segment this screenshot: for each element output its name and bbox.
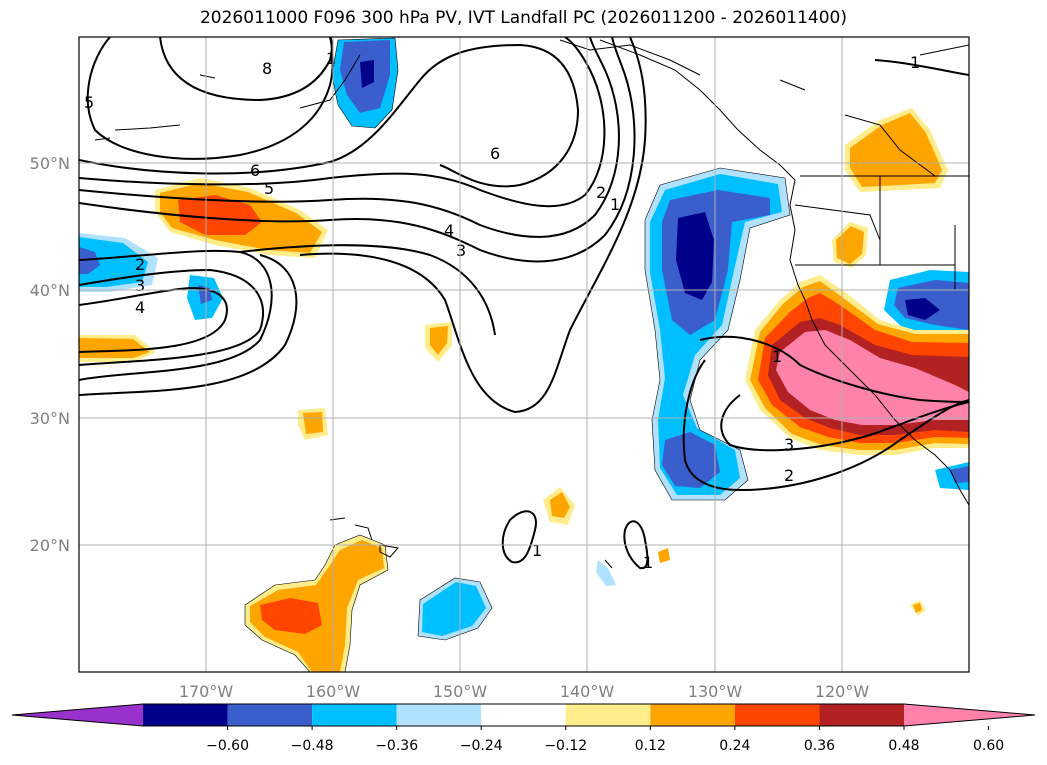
lat-label-30n: 30°N <box>30 409 70 428</box>
contour-5 <box>79 37 606 208</box>
shade-neg-alaska-core <box>360 60 374 88</box>
shade-pos-spot-162w-inner <box>303 412 323 434</box>
colorbar-segment <box>143 704 228 726</box>
contour-label: 3 <box>135 276 145 295</box>
colorbar-tick-label: −0.48 <box>291 738 334 754</box>
contour-1-south-b <box>623 520 649 570</box>
contour-labels: 8 5 6 5 6 4 3 2 1 1 2 3 4 1 3 2 1 1 1 <box>84 49 920 572</box>
lon-label-120w: 120°W <box>815 682 870 701</box>
colorbar-segment <box>650 704 735 726</box>
coastlines <box>94 39 969 569</box>
shade-pos-ca-pink <box>776 330 969 425</box>
shade-neg-nevada-core <box>905 298 940 320</box>
colorbar-tick-label: 0.24 <box>719 738 750 754</box>
shade-pos-west-edge <box>79 338 150 358</box>
lon-label-170w: 170°W <box>179 682 234 701</box>
shade-pos-spot-113w-inner <box>913 603 922 613</box>
lon-label-140w: 140°W <box>560 682 615 701</box>
colorbar-segment <box>396 704 482 726</box>
colorbar-tick-label: −0.12 <box>544 738 587 754</box>
lon-label-130w: 130°W <box>688 682 743 701</box>
shade-pos-spot-152w-inner <box>430 326 448 355</box>
contour-label: 1 <box>643 553 653 572</box>
contour-label: 3 <box>784 435 794 454</box>
contour-label: 4 <box>135 298 145 317</box>
shaded-field <box>79 38 969 672</box>
plot-frame <box>78 36 970 673</box>
contour-label: 2 <box>135 255 145 274</box>
contour-1 <box>79 37 647 414</box>
colorbar-segment <box>227 704 313 726</box>
colorbar: −0.60 −0.48 −0.36 −0.24 −0.12 0.12 0.24 0.36 0.4… <box>11 703 1036 754</box>
lon-labels: 170°W 160°W 150°W 140°W 130°W 120°W <box>179 682 870 701</box>
contour-label: 1 <box>326 49 336 68</box>
colorbar-segment <box>819 704 904 726</box>
colorbar-tick-label: 0.12 <box>635 738 666 754</box>
contour-1-east <box>874 59 969 76</box>
shade-pos-pnw <box>850 113 942 187</box>
contour-4-west <box>79 286 228 353</box>
shade-neg-offshore-lower-blue <box>662 432 720 488</box>
shade-neg-offshore-core <box>676 212 714 300</box>
contour-3-west <box>79 268 264 366</box>
colorbar-outline <box>11 703 1036 727</box>
contour-label: 4 <box>444 221 454 240</box>
colorbar-segment <box>312 704 397 726</box>
lat-label-20n: 20°N <box>30 536 70 555</box>
lon-label-150w: 150°W <box>433 682 488 701</box>
lon-label-160w: 160°W <box>306 682 361 701</box>
chart-title: 2026011000 F096 300 hPa PV, IVT Landfall… <box>199 8 847 28</box>
colorbar-extend-low <box>12 704 143 726</box>
contour-label: 8 <box>262 59 272 78</box>
shade-neg-tiny-139w <box>596 560 616 586</box>
contour-label: 2 <box>596 183 606 202</box>
contour-6 <box>79 43 580 188</box>
contour-label: 2 <box>784 466 794 485</box>
shade-pos-idaho <box>836 226 864 264</box>
colorbar-tick-label: −0.60 <box>206 738 249 754</box>
shade-pos-165w-red <box>178 195 262 235</box>
shade-pos-hawaii-red <box>260 598 322 634</box>
contour-label: 5 <box>264 179 274 198</box>
lat-label-50n: 50°N <box>30 154 70 173</box>
contour-label: 6 <box>490 144 500 163</box>
contour-5-top <box>86 37 334 160</box>
contour-label: 3 <box>456 241 466 260</box>
shade-pos-spot-137w <box>658 548 670 563</box>
colorbar-tick-label: 0.60 <box>973 738 1004 754</box>
contour-label: 1 <box>910 53 920 72</box>
lat-labels: 50°N 40°N 30°N 20°N <box>30 154 70 555</box>
gridlines <box>79 37 969 672</box>
contour-3 <box>79 37 636 263</box>
contour-label: 5 <box>84 93 94 112</box>
contour-2 <box>79 244 496 381</box>
shade-outlines <box>244 37 791 672</box>
colorbar-extend-high <box>904 704 1035 726</box>
colorbar-segment <box>481 704 566 726</box>
contour-1-south-a <box>501 510 537 564</box>
shade-pos-spot-141w-inner <box>550 492 570 518</box>
colorbar-segment <box>734 704 820 726</box>
contour-label: 1 <box>772 347 782 366</box>
pv-contours <box>79 37 969 570</box>
lat-label-40n: 40°N <box>30 281 70 300</box>
contour-2-ca <box>699 335 969 403</box>
colorbar-tick-label: −0.24 <box>460 738 503 754</box>
shade-neg-west-core <box>79 247 100 274</box>
contour-4 <box>79 37 620 238</box>
shade-neg-150w <box>422 582 486 636</box>
shade-neg-west-mid <box>79 237 148 287</box>
contour-label: 6 <box>250 161 260 180</box>
contour-label: 1 <box>532 541 542 560</box>
contour-1-ca <box>682 359 969 492</box>
colorbar-tick-label: 0.48 <box>888 738 919 754</box>
contour-label: 1 <box>610 195 620 214</box>
colorbar-tick-label: −0.36 <box>375 738 418 754</box>
colorbar-segment <box>565 704 651 726</box>
colorbar-tick-label: 0.36 <box>804 738 835 754</box>
